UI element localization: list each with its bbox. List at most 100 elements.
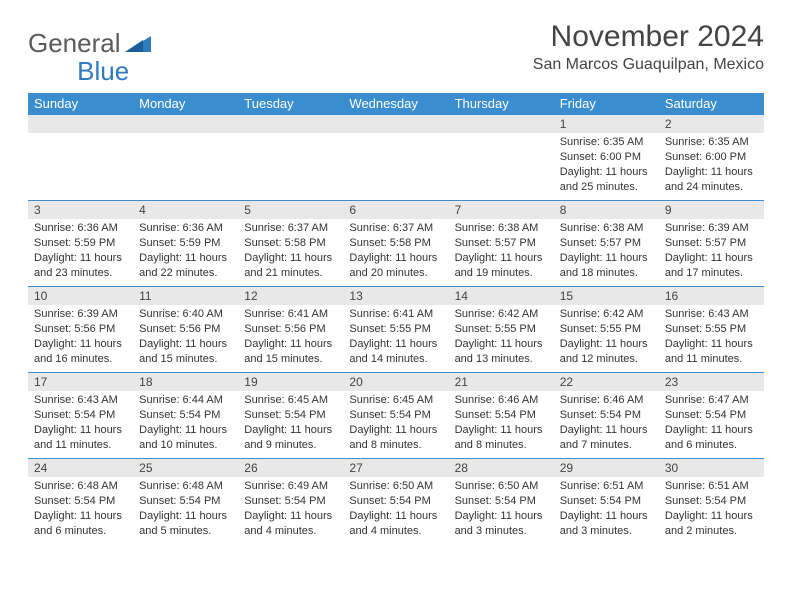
day-header-row: SundayMondayTuesdayWednesdayThursdayFrid…: [28, 93, 764, 115]
calendar-cell: 23Sunrise: 6:47 AMSunset: 5:54 PMDayligh…: [659, 373, 764, 459]
day-number: 14: [449, 287, 554, 305]
day-data: Sunrise: 6:42 AMSunset: 5:55 PMDaylight:…: [449, 305, 554, 370]
day-header: Wednesday: [343, 93, 448, 115]
day-data: Sunrise: 6:41 AMSunset: 5:55 PMDaylight:…: [343, 305, 448, 370]
calendar-cell: 28Sunrise: 6:50 AMSunset: 5:54 PMDayligh…: [449, 459, 554, 545]
sunrise-text: Sunrise: 6:51 AM: [560, 479, 653, 494]
day-number: 7: [449, 201, 554, 219]
calendar-cell: 8Sunrise: 6:38 AMSunset: 5:57 PMDaylight…: [554, 201, 659, 287]
daylight-text: Daylight: 11 hours and 15 minutes.: [244, 337, 337, 367]
sunset-text: Sunset: 5:57 PM: [665, 236, 758, 251]
sunrise-text: Sunrise: 6:48 AM: [139, 479, 232, 494]
daylight-text: Daylight: 11 hours and 11 minutes.: [665, 337, 758, 367]
sunrise-text: Sunrise: 6:41 AM: [349, 307, 442, 322]
calendar-cell: 4Sunrise: 6:36 AMSunset: 5:59 PMDaylight…: [133, 201, 238, 287]
day-data: Sunrise: 6:39 AMSunset: 5:57 PMDaylight:…: [659, 219, 764, 284]
daylight-text: Daylight: 11 hours and 15 minutes.: [139, 337, 232, 367]
day-number: 28: [449, 459, 554, 477]
sunrise-text: Sunrise: 6:37 AM: [349, 221, 442, 236]
sunrise-text: Sunrise: 6:42 AM: [455, 307, 548, 322]
daylight-text: Daylight: 11 hours and 13 minutes.: [455, 337, 548, 367]
daylight-text: Daylight: 11 hours and 23 minutes.: [34, 251, 127, 281]
sunrise-text: Sunrise: 6:41 AM: [244, 307, 337, 322]
sunset-text: Sunset: 5:58 PM: [244, 236, 337, 251]
sunset-text: Sunset: 5:54 PM: [560, 408, 653, 423]
sunset-text: Sunset: 5:59 PM: [34, 236, 127, 251]
daylight-text: Daylight: 11 hours and 11 minutes.: [34, 423, 127, 453]
day-number: 18: [133, 373, 238, 391]
day-data: Sunrise: 6:51 AMSunset: 5:54 PMDaylight:…: [659, 477, 764, 542]
day-number-empty: [449, 115, 554, 133]
day-number: 2: [659, 115, 764, 133]
sunrise-text: Sunrise: 6:47 AM: [665, 393, 758, 408]
sunset-text: Sunset: 5:56 PM: [139, 322, 232, 337]
sunrise-text: Sunrise: 6:51 AM: [665, 479, 758, 494]
daylight-text: Daylight: 11 hours and 12 minutes.: [560, 337, 653, 367]
sunset-text: Sunset: 5:58 PM: [349, 236, 442, 251]
day-number: 17: [28, 373, 133, 391]
day-number: 21: [449, 373, 554, 391]
calendar-cell: 12Sunrise: 6:41 AMSunset: 5:56 PMDayligh…: [238, 287, 343, 373]
day-number: 6: [343, 201, 448, 219]
day-number: 13: [343, 287, 448, 305]
day-header: Monday: [133, 93, 238, 115]
sunrise-text: Sunrise: 6:38 AM: [560, 221, 653, 236]
day-header: Sunday: [28, 93, 133, 115]
daylight-text: Daylight: 11 hours and 25 minutes.: [560, 165, 653, 195]
daylight-text: Daylight: 11 hours and 6 minutes.: [34, 509, 127, 539]
day-data: Sunrise: 6:43 AMSunset: 5:55 PMDaylight:…: [659, 305, 764, 370]
day-data: Sunrise: 6:45 AMSunset: 5:54 PMDaylight:…: [238, 391, 343, 456]
day-data: Sunrise: 6:37 AMSunset: 5:58 PMDaylight:…: [343, 219, 448, 284]
daylight-text: Daylight: 11 hours and 3 minutes.: [455, 509, 548, 539]
daylight-text: Daylight: 11 hours and 4 minutes.: [244, 509, 337, 539]
sunset-text: Sunset: 5:57 PM: [560, 236, 653, 251]
day-data: Sunrise: 6:48 AMSunset: 5:54 PMDaylight:…: [133, 477, 238, 542]
sunset-text: Sunset: 5:55 PM: [349, 322, 442, 337]
sunrise-text: Sunrise: 6:46 AM: [560, 393, 653, 408]
day-data: Sunrise: 6:44 AMSunset: 5:54 PMDaylight:…: [133, 391, 238, 456]
day-number: 16: [659, 287, 764, 305]
calendar-cell: 18Sunrise: 6:44 AMSunset: 5:54 PMDayligh…: [133, 373, 238, 459]
day-data: Sunrise: 6:47 AMSunset: 5:54 PMDaylight:…: [659, 391, 764, 456]
calendar-cell: 26Sunrise: 6:49 AMSunset: 5:54 PMDayligh…: [238, 459, 343, 545]
calendar-cell: 19Sunrise: 6:45 AMSunset: 5:54 PMDayligh…: [238, 373, 343, 459]
daylight-text: Daylight: 11 hours and 21 minutes.: [244, 251, 337, 281]
location: San Marcos Guaquilpan, Mexico: [533, 56, 764, 74]
calendar-cell: [343, 115, 448, 201]
sunrise-text: Sunrise: 6:50 AM: [349, 479, 442, 494]
calendar-table: SundayMondayTuesdayWednesdayThursdayFrid…: [28, 93, 764, 545]
daylight-text: Daylight: 11 hours and 4 minutes.: [349, 509, 442, 539]
title-block: November 2024 San Marcos Guaquilpan, Mex…: [533, 20, 764, 74]
day-data: Sunrise: 6:46 AMSunset: 5:54 PMDaylight:…: [449, 391, 554, 456]
calendar-cell: 13Sunrise: 6:41 AMSunset: 5:55 PMDayligh…: [343, 287, 448, 373]
day-data: Sunrise: 6:38 AMSunset: 5:57 PMDaylight:…: [449, 219, 554, 284]
sunset-text: Sunset: 6:00 PM: [560, 150, 653, 165]
day-data: Sunrise: 6:36 AMSunset: 5:59 PMDaylight:…: [133, 219, 238, 284]
day-data: Sunrise: 6:35 AMSunset: 6:00 PMDaylight:…: [554, 133, 659, 198]
sunrise-text: Sunrise: 6:43 AM: [665, 307, 758, 322]
day-header: Thursday: [449, 93, 554, 115]
sunrise-text: Sunrise: 6:36 AM: [139, 221, 232, 236]
day-data: Sunrise: 6:38 AMSunset: 5:57 PMDaylight:…: [554, 219, 659, 284]
sunset-text: Sunset: 5:54 PM: [665, 494, 758, 509]
day-number: 19: [238, 373, 343, 391]
sunset-text: Sunset: 5:54 PM: [665, 408, 758, 423]
brand-logo: General: [28, 28, 151, 59]
sunset-text: Sunset: 5:54 PM: [244, 408, 337, 423]
calendar-cell: 10Sunrise: 6:39 AMSunset: 5:56 PMDayligh…: [28, 287, 133, 373]
day-data: Sunrise: 6:45 AMSunset: 5:54 PMDaylight:…: [343, 391, 448, 456]
calendar-cell: 17Sunrise: 6:43 AMSunset: 5:54 PMDayligh…: [28, 373, 133, 459]
sunrise-text: Sunrise: 6:39 AM: [665, 221, 758, 236]
sunrise-text: Sunrise: 6:48 AM: [34, 479, 127, 494]
sunrise-text: Sunrise: 6:44 AM: [139, 393, 232, 408]
sunset-text: Sunset: 5:55 PM: [560, 322, 653, 337]
daylight-text: Daylight: 11 hours and 17 minutes.: [665, 251, 758, 281]
calendar-cell: 7Sunrise: 6:38 AMSunset: 5:57 PMDaylight…: [449, 201, 554, 287]
sunset-text: Sunset: 6:00 PM: [665, 150, 758, 165]
day-number: 30: [659, 459, 764, 477]
daylight-text: Daylight: 11 hours and 19 minutes.: [455, 251, 548, 281]
day-data: Sunrise: 6:35 AMSunset: 6:00 PMDaylight:…: [659, 133, 764, 198]
calendar-cell: 29Sunrise: 6:51 AMSunset: 5:54 PMDayligh…: [554, 459, 659, 545]
calendar-week: 1Sunrise: 6:35 AMSunset: 6:00 PMDaylight…: [28, 115, 764, 201]
brand-text-2: Blue: [77, 56, 129, 87]
